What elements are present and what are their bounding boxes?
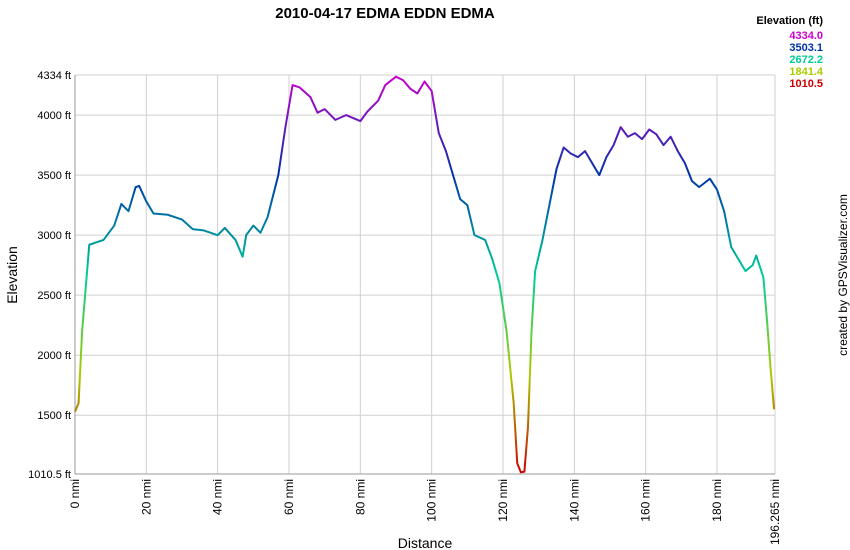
y-tick-label: 1010.5 ft bbox=[28, 469, 71, 481]
x-tick-label: 120 nmi bbox=[496, 479, 510, 522]
y-axis-label: Elevation bbox=[4, 246, 20, 304]
x-tick-label: 0 nmi bbox=[68, 479, 82, 508]
y-tick-label: 3000 ft bbox=[37, 230, 71, 242]
x-tick-label: 196.265 nmi bbox=[768, 479, 782, 545]
legend-item: 2672.2 bbox=[789, 54, 823, 66]
credit: created by GPSVisualizer.com bbox=[836, 194, 850, 356]
x-tick-label: 60 nmi bbox=[282, 479, 296, 515]
x-tick-label: 160 nmi bbox=[639, 479, 653, 522]
y-tick-label: 2500 ft bbox=[37, 290, 71, 302]
y-tick-label: 4334 ft bbox=[37, 70, 71, 82]
y-tick-label: 2000 ft bbox=[37, 350, 71, 362]
y-tick-label: 1500 ft bbox=[37, 410, 71, 422]
y-tick-label: 3500 ft bbox=[37, 170, 71, 182]
x-tick-label: 140 nmi bbox=[567, 479, 581, 522]
elevation-line bbox=[74, 75, 776, 474]
legend-title: Elevation (ft) bbox=[756, 15, 823, 27]
legend-item: 1010.5 bbox=[789, 78, 823, 90]
legend-item: 1841.4 bbox=[789, 66, 824, 78]
legend-item: 3503.1 bbox=[789, 42, 823, 54]
x-tick-label: 40 nmi bbox=[211, 479, 225, 515]
x-tick-label: 180 nmi bbox=[710, 479, 724, 522]
y-tick-label: 4000 ft bbox=[37, 110, 71, 122]
x-tick-label: 80 nmi bbox=[353, 479, 367, 515]
legend-item: 4334.0 bbox=[789, 30, 823, 42]
x-tick-label: 20 nmi bbox=[139, 479, 153, 515]
x-tick-label: 100 nmi bbox=[425, 479, 439, 522]
x-axis-label: Distance bbox=[398, 535, 453, 550]
chart-title: 2010-04-17 EDMA EDDN EDMA bbox=[275, 5, 495, 22]
